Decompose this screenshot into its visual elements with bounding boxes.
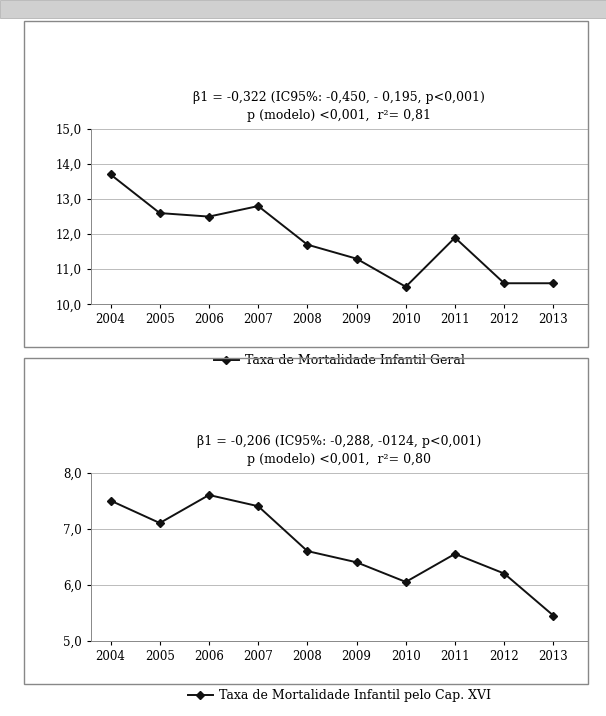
Legend: Taxa de Mortalidade Infantil Geral: Taxa de Mortalidade Infantil Geral (209, 349, 470, 372)
Title: β1 = -0,206 (IC95%: -0,288, -0124, p<0,001)
p (modelo) <0,001,  r²= 0,80: β1 = -0,206 (IC95%: -0,288, -0124, p<0,0… (197, 435, 482, 466)
Title: β1 = -0,322 (IC95%: -0,450, - 0,195, p<0,001)
p (modelo) <0,001,  r²= 0,81: β1 = -0,322 (IC95%: -0,450, - 0,195, p<0… (193, 91, 485, 122)
Legend: Taxa de Mortalidade Infantil pelo Cap. XVI: Taxa de Mortalidade Infantil pelo Cap. X… (183, 684, 496, 707)
